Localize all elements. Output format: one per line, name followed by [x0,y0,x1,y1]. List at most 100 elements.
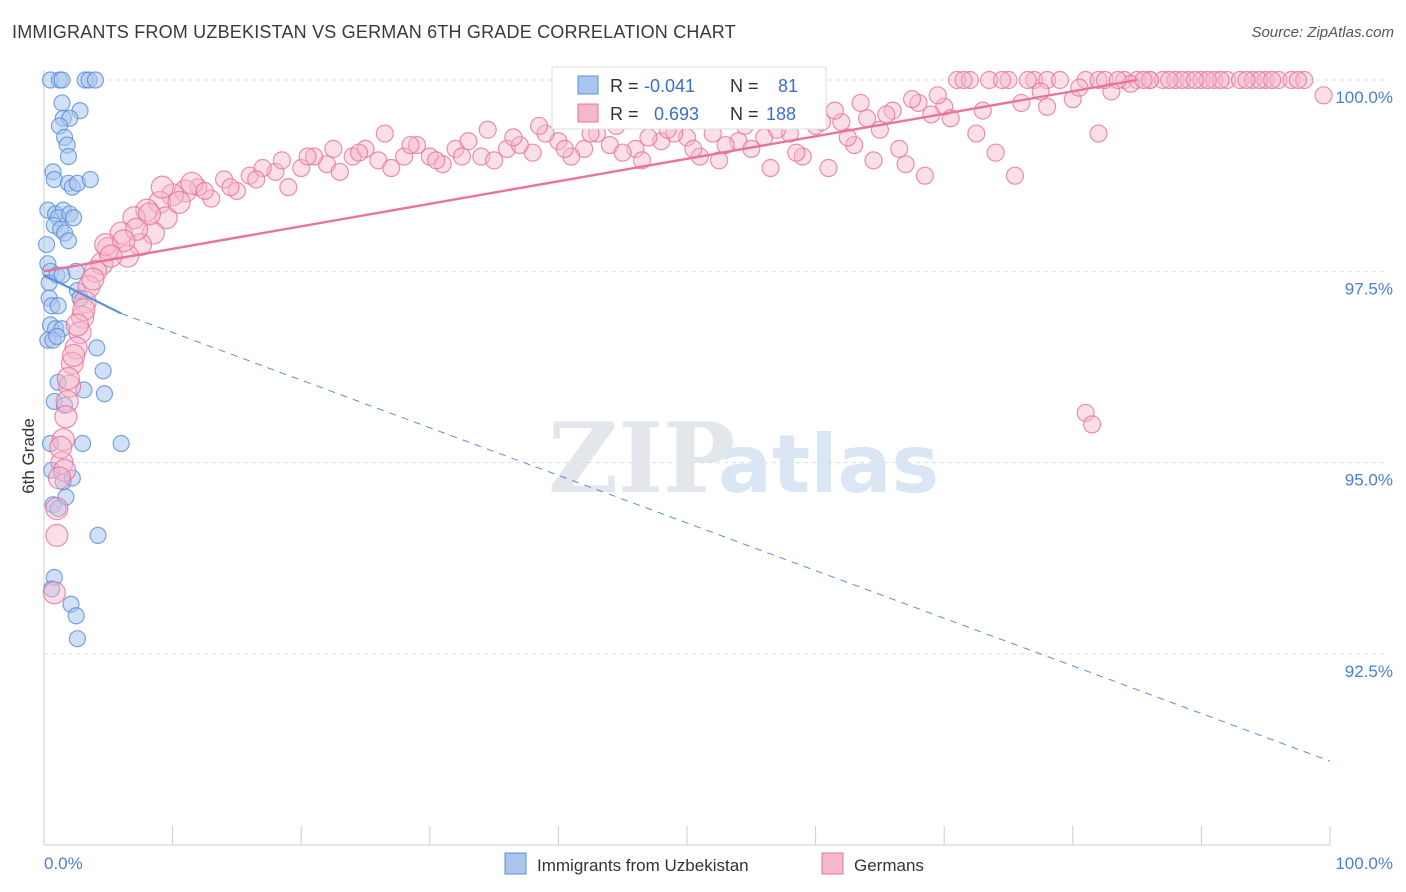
germans-point-140 [710,151,729,170]
y-tick-label-0: 100.0% [1335,88,1393,107]
uzbekistan-point-69 [68,630,87,648]
germans-point-133 [890,139,909,158]
uzbekistan-point-13 [59,147,78,166]
uzbekistan-point-47 [48,327,66,345]
germans-point-173 [49,435,73,459]
x-tick-label-0: 0.0% [44,854,83,873]
germans-point-94 [716,135,735,155]
germans-point-21 [1314,86,1333,105]
uzbekistan-point-25 [64,209,83,227]
germans-point-124 [1250,70,1269,90]
germans-point-104 [459,132,478,151]
germans-point-169 [65,313,90,337]
germans-point-149 [478,120,497,139]
germans-point-77 [47,466,72,490]
germans-point-115 [180,171,204,195]
uzbekistan-point-30 [37,235,56,254]
uzbekistan-trend-dashed [120,312,1331,762]
watermark: ZIP atlas [548,402,939,515]
stats-box: R = -0.041 N = 81 R = 0.693 N = 188 [551,66,827,130]
legend-label-uzbekistan: Immigrants from Uzbekistan [537,856,749,875]
germans-point-168 [72,298,96,322]
germans-point-80 [42,581,66,605]
germans-point-174 [1295,70,1314,90]
germans-point-163 [137,202,162,226]
germans-point-171 [56,366,81,391]
germans-point-146 [555,139,574,158]
germans-point-186 [954,70,973,90]
germans-point-85 [1005,166,1025,185]
germans-point-176 [1263,70,1282,90]
uzbekistan-point-6 [53,94,71,112]
germans-point-155 [324,139,343,158]
germans-point-123 [1211,70,1230,90]
germans-point-165 [112,229,136,253]
germans-point-52 [292,158,311,178]
germans-point-175 [1288,70,1307,90]
germans-point-185 [992,70,1012,90]
germans-point-22 [1102,82,1121,101]
y-tick-label-1: 97.5% [1345,279,1393,298]
x-tick-label-1: 100.0% [1335,854,1393,873]
germans-point-151 [427,151,446,170]
legend-swatch-germans [821,852,844,875]
y-tick-label-2: 95.0% [1345,471,1393,490]
germans-point-137 [787,143,806,162]
germans-point-79 [45,523,69,547]
germans-point-97 [639,128,658,147]
uzbekistan-point-64 [89,526,107,544]
germans-point-161 [167,190,191,215]
germans-point-141 [684,139,703,158]
uzbekistan-point-19 [81,170,99,189]
germans-point-0 [947,70,967,90]
stats-pink-r-label: R = [610,104,639,124]
stats-pink-swatch [577,103,599,123]
germans-point-16 [1230,70,1250,90]
germans-point-110 [304,147,324,166]
legend-swatch-uzbekistan [504,852,527,875]
uzbekistan-point-49 [94,362,112,380]
germans-point-153 [375,124,394,143]
germans-point-24 [1037,97,1057,116]
germans-point-190 [851,93,870,113]
germans-point-10 [1153,70,1172,90]
germans-point-126 [980,70,999,90]
germans-point-26 [973,101,992,120]
germans-point-90 [819,158,838,178]
germans-point-12 [1179,70,1198,90]
germans-point-148 [504,128,523,147]
germans-point-3 [1025,70,1044,90]
germans-point-122 [1173,70,1192,90]
germans-point-177 [1237,70,1256,90]
stats-blue-n-value: 81 [778,76,798,96]
uzbekistan-trend-solid [43,274,122,315]
germans-point-189 [877,105,896,124]
germans-point-106 [407,135,427,155]
germans-point-71 [60,351,84,375]
germans-point-127 [1018,70,1037,90]
legend-label-germans: Germans [854,856,924,875]
legend: Immigrants from Uzbekistan Germans [504,852,924,875]
germans-point-103 [485,151,504,170]
stats-blue-r-label: R = [610,76,639,96]
germans-point-4 [1037,70,1057,90]
germans-point-107 [382,158,401,178]
axes [43,70,1331,846]
germans-point-181 [1134,70,1153,90]
germans-point-13 [1192,70,1211,90]
stats-blue-r-value: -0.041 [644,76,695,96]
germans-point-157 [272,151,292,170]
germans-point-143 [632,151,652,170]
germans-point-98 [613,143,632,162]
germans-point-191 [825,101,844,120]
germans-point-20 [1282,70,1301,90]
germans-point-159 [221,178,240,197]
germans-point-112 [253,158,272,178]
stats-pink-n-value: 188 [766,104,796,124]
germans-point-125 [1050,70,1070,90]
uzbekistan-point-29 [59,232,78,250]
germans-point-25 [1012,93,1031,113]
germans-point-1 [960,70,980,90]
chart-source: Source: ZipAtlas.com [1251,24,1394,41]
germans-point-132 [915,166,935,185]
